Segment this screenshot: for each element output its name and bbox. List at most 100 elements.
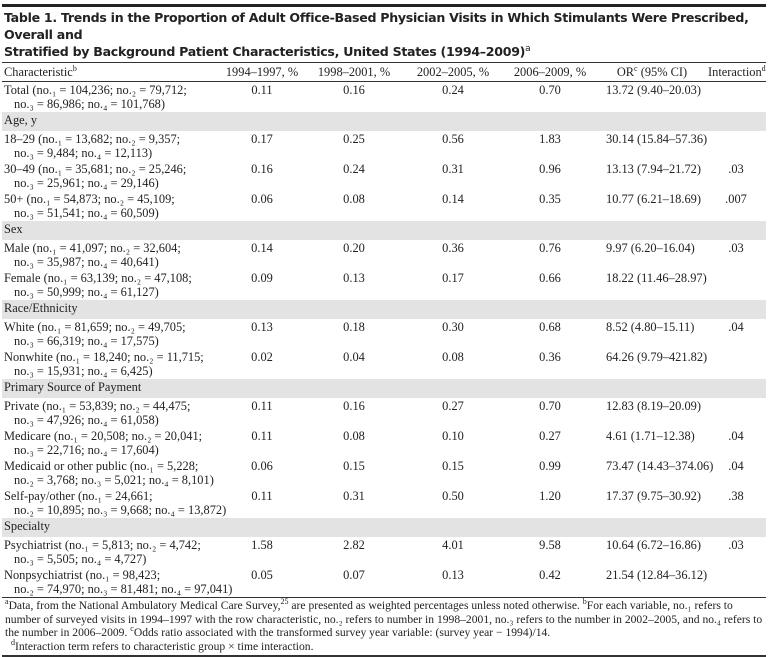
percent-cell: 4.01 xyxy=(442,538,464,552)
table-figure: Table 1. Trends in the Proportion of Adu… xyxy=(0,4,768,657)
characteristic-line-2: no.₃ = 22,716; no.₄ = 17,604) xyxy=(14,443,159,457)
header-or-text: OR xyxy=(616,65,635,79)
section-row: Specialty xyxy=(2,518,766,537)
characteristic-line-2: no.₃ = 86,986; no.₄ = 101,768) xyxy=(14,97,165,111)
header-or-ci: (95% CI) xyxy=(637,65,688,79)
header-characteristic: Characteristicb xyxy=(2,62,220,82)
characteristic-cell: Male (no.₁ = 41,097; no.₂ = 32,604; no.₃ … xyxy=(2,240,220,270)
interaction-p-cell: .03 xyxy=(728,162,744,176)
percent-cell: 0.70 xyxy=(539,399,561,413)
characteristic-cell: Self-pay/other (no.₁ = 24,661; no.₂ = 10,… xyxy=(2,488,227,518)
table-row: Total (no.₁ = 104,236; no.₂ = 79,712; no.… xyxy=(2,82,766,113)
table-row: Medicare (no.₁ = 20,508; no.₂ = 20,041; n… xyxy=(2,428,766,458)
section-label: Race/Ethnicity xyxy=(2,300,766,319)
footnote-mark: a xyxy=(5,597,9,607)
characteristic-line-1: Nonwhite (no.₁ = 18,240; no.₂ = 11,715; xyxy=(4,350,204,364)
footnote-mark: b xyxy=(582,597,587,607)
section-row: Age, y xyxy=(2,112,766,131)
percent-cell: 0.17 xyxy=(251,132,273,146)
table-body: Total (no.₁ = 104,236; no.₂ = 79,712; no.… xyxy=(2,82,766,598)
percent-cell: 0.15 xyxy=(442,459,464,473)
characteristic-cell: White (no.₁ = 81,659; no.₂ = 49,705; no.₃… xyxy=(2,319,220,349)
interaction-p-cell: .04 xyxy=(728,320,744,334)
percent-cell: 0.76 xyxy=(539,241,561,255)
percent-cell: 0.08 xyxy=(442,350,464,364)
characteristic-line-1: 50+ (no.₁ = 54,873; no.₂ = 45,109; xyxy=(4,192,175,206)
percent-cell: 0.70 xyxy=(539,83,561,97)
characteristic-line-2: no.₂ = 3,768; no.₃ = 5,021; no.₄ = 8,101… xyxy=(14,473,214,487)
odds-ratio-cell: 13.72 (9.40–20.03) xyxy=(606,83,701,97)
characteristic-line-2: no.₃ = 9,484; no.₄ = 12,113) xyxy=(14,146,153,160)
odds-ratio-cell: 10.77 (6.21–18.69) xyxy=(606,192,701,206)
interaction-p-cell: .04 xyxy=(728,459,744,473)
interaction-p-cell: .04 xyxy=(728,429,744,443)
percent-cell: 0.35 xyxy=(539,192,561,206)
odds-ratio-cell: 18.22 (11.46–28.97) xyxy=(606,271,707,285)
characteristic-line-2: no.₃ = 25,961; no.₄ = 29,146) xyxy=(14,176,159,190)
characteristic-cell: Private (no.₁ = 53,839; no.₂ = 44,475; no… xyxy=(2,398,220,428)
percent-cell: 0.99 xyxy=(539,459,561,473)
characteristic-cell: 30–49 (no.₁ = 35,681; no.₂ = 25,246; no.₃… xyxy=(2,161,220,191)
percent-cell: 0.16 xyxy=(251,162,273,176)
percent-cell: 0.24 xyxy=(343,162,365,176)
interaction-p-cell xyxy=(706,349,766,379)
section-label: Sex xyxy=(2,221,766,240)
odds-ratio-cell: 64.26 (9.79–421.82) xyxy=(606,350,708,364)
percent-cell: 0.36 xyxy=(539,350,561,364)
odds-ratio-cell: 73.47 (14.43–374.06) xyxy=(606,459,714,473)
section-row: Primary Source of Payment xyxy=(2,379,766,398)
table-row: Self-pay/other (no.₁ = 24,661; no.₂ = 10,… xyxy=(2,488,766,518)
reference-mark: 25 xyxy=(280,597,289,607)
percent-cell: 0.16 xyxy=(343,83,365,97)
odds-ratio-cell: 10.64 (6.72–16.86) xyxy=(606,538,701,552)
percent-cell: 0.05 xyxy=(251,568,273,582)
table-row: White (no.₁ = 81,659; no.₂ = 49,705; no.₃… xyxy=(2,319,766,349)
characteristic-line-1: 30–49 (no.₁ = 35,681; no.₂ = 25,246; xyxy=(4,162,187,176)
characteristic-cell: 50+ (no.₁ = 54,873; no.₂ = 45,109; no.₃ =… xyxy=(2,191,220,221)
characteristic-line-1: Medicaid or other public (no.₁ = 5,228; xyxy=(4,459,199,473)
percent-cell: 0.10 xyxy=(442,429,464,443)
interaction-p-cell xyxy=(706,270,766,300)
percent-cell: 0.27 xyxy=(539,429,561,443)
odds-ratio-cell: 9.97 (6.20–16.04) xyxy=(606,241,695,255)
header-p-text: Interaction xyxy=(708,65,762,79)
percent-cell: 9.58 xyxy=(539,538,561,552)
characteristic-line-1: 18–29 (no.₁ = 13,682; no.₂ = 9,357; xyxy=(4,132,181,146)
characteristic-line-1: Male (no.₁ = 41,097; no.₂ = 32,604; xyxy=(4,241,181,255)
interaction-p-cell: .03 xyxy=(728,241,744,255)
percent-cell: 0.08 xyxy=(343,429,365,443)
header-2006-2009: 2006–2009, % xyxy=(502,62,598,82)
percent-cell: 0.17 xyxy=(442,271,464,285)
table-row: Female (no.₁ = 63,139; no.₂ = 47,108; no.… xyxy=(2,270,766,300)
odds-ratio-cell: 30.14 (15.84–57.36) xyxy=(606,132,708,146)
characteristic-line-2: no.₂ = 10,895; no.₃ = 9,668; no.₄ = 13,8… xyxy=(14,503,227,517)
characteristic-line-2: no.₃ = 35,987; no.₄ = 40,641) xyxy=(14,255,159,269)
percent-cell: 0.07 xyxy=(343,568,365,582)
title-footnote-mark: a xyxy=(525,43,531,54)
characteristic-cell: 18–29 (no.₁ = 13,682; no.₂ = 9,357; no.₃ … xyxy=(2,131,220,161)
footnote-a-rest: are presented as weighted percentages un… xyxy=(288,599,583,612)
characteristic-line-1: Psychiatrist (no.₁ = 5,813; no.₂ = 4,742… xyxy=(4,538,201,552)
footnote-mark: d xyxy=(761,63,766,73)
footnote-mark: c xyxy=(634,63,638,73)
characteristic-line-2: no.₃ = 47,926; no.₄ = 61,058) xyxy=(14,413,159,427)
title-line-1: Table 1. Trends in the Proportion of Adu… xyxy=(4,10,749,42)
header-interaction-p: Interactiond P xyxy=(706,62,766,82)
table-title: Table 1. Trends in the Proportion of Adu… xyxy=(2,7,766,62)
characteristic-cell: Psychiatrist (no.₁ = 5,813; no.₂ = 4,742… xyxy=(2,537,220,567)
percent-cell: 0.66 xyxy=(539,271,561,285)
odds-ratio-cell: 12.83 (8.19–20.09) xyxy=(606,399,701,413)
characteristic-line-1: Private (no.₁ = 53,839; no.₂ = 44,475; xyxy=(4,399,191,413)
characteristic-cell: Medicaid or other public (no.₁ = 5,228; n… xyxy=(2,458,220,488)
percent-cell: 0.11 xyxy=(251,429,273,443)
percent-cell: 0.13 xyxy=(251,320,273,334)
table-row: 18–29 (no.₁ = 13,682; no.₂ = 9,357; no.₃ … xyxy=(2,131,766,161)
percent-cell: 0.11 xyxy=(251,489,273,503)
percent-cell: 0.06 xyxy=(251,459,273,473)
title-line-2-text: Stratified by Background Patient Charact… xyxy=(4,44,526,59)
percent-cell: 0.16 xyxy=(343,399,365,413)
percent-cell: 2.82 xyxy=(343,538,365,552)
table-row: Nonwhite (no.₁ = 18,240; no.₂ = 11,715; n… xyxy=(2,349,766,379)
characteristic-cell: Nonpsychiatrist (no.₁ = 98,423; no.₂ = 74… xyxy=(2,567,232,597)
interaction-p-cell xyxy=(706,398,766,428)
